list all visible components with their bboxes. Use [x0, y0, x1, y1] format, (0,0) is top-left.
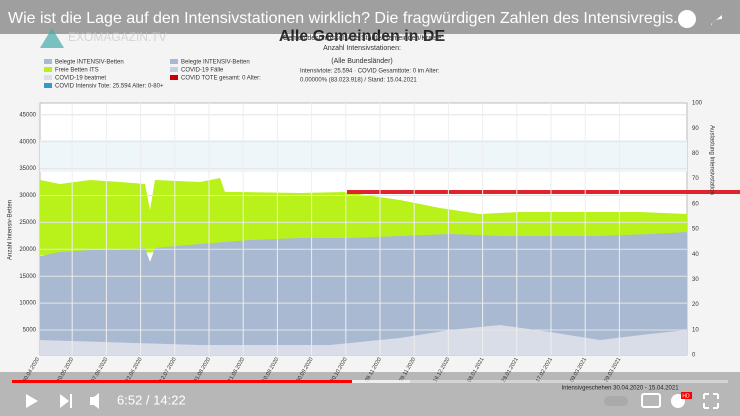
y-tick-label: 40000 [19, 139, 36, 145]
fullscreen[interactable] [703, 393, 719, 409]
legend: Belegte INTENSIV-Betten [55, 60, 124, 66]
next[interactable] [60, 394, 72, 408]
deaths: Intensivtote: 25.594 · COVID Gesamttote:… [300, 69, 440, 75]
y2-title: Auslastung Intensivstation [708, 125, 714, 195]
y-title: Anzahl Intensiv-Betten [8, 200, 14, 260]
control-shade [0, 372, 740, 416]
y2-tick-label: 20 [692, 302, 699, 308]
logo-icon [40, 28, 64, 48]
y-tick-label: 35000 [19, 166, 36, 172]
y2-tick-label: 0 [692, 353, 696, 359]
y-tick-label: 15000 [19, 274, 36, 280]
legend: COVID TOTE gesamt: 0 Alter: [181, 76, 261, 82]
progress [12, 380, 352, 383]
video-title[interactable]: Wie ist die Lage auf den Intensivstation… [8, 10, 687, 27]
y2-tick-label: 90 [692, 126, 699, 132]
y-tick-label: 25000 [19, 220, 36, 226]
y2-tick-label: 30 [692, 277, 699, 283]
hd-badge [681, 392, 692, 399]
y-tick-label: 20000 [19, 247, 36, 253]
title-shade [0, 0, 740, 34]
y-tick-label: 30000 [19, 193, 36, 199]
y-tick-label: 45000 [19, 112, 36, 118]
occupied-area [40, 232, 687, 355]
y2-tick-label: 60 [692, 201, 699, 207]
footer: Intensivgeschehen 30.04.2020 - 15.04.202… [561, 386, 679, 392]
hd: HD [682, 393, 690, 399]
states: (Alle Bundesländer) [331, 58, 392, 65]
share[interactable] [711, 15, 722, 26]
time: 6:52 / 14:22 [117, 392, 186, 407]
y2-tick-label: 10 [692, 327, 699, 333]
legend: COVID-19 Fälle [181, 68, 224, 74]
share: 0.00000% (83.023.918) / Stand: 15.04.202… [300, 78, 417, 84]
covid-area [40, 325, 687, 355]
watch-later[interactable] [678, 10, 696, 28]
band [40, 140, 687, 172]
autoplay[interactable] [604, 396, 628, 406]
y2-tick-label: 100 [692, 101, 703, 107]
volume[interactable] [90, 393, 99, 409]
y-tick-label: 10000 [19, 301, 36, 307]
count: Anzahl Intensivstationen: [323, 45, 401, 52]
legend: COVID Intensiv Tote: 25.594 Alter: 0-80+ [55, 84, 164, 90]
y2-tick-label: 50 [692, 227, 699, 233]
play[interactable] [26, 394, 38, 408]
legend: Belegte INTENSIV-Betten [181, 60, 250, 66]
logo: EXOMAGAZIN.TV [68, 30, 167, 44]
y2-tick-label: 80 [692, 151, 699, 157]
free-beds-area [40, 178, 687, 255]
legend: Freie Betten ITS [55, 68, 99, 74]
y2-tick-label: 40 [692, 252, 699, 258]
chart-heading: Alle Gemeinden in DE [279, 28, 446, 45]
key: Gemeindeschlüssel: Alle Städte/Gemeinden… [283, 35, 441, 42]
captions[interactable] [641, 393, 661, 408]
legend: COVID-19 beatmet [55, 76, 106, 82]
y-tick-label: 5000 [23, 328, 37, 334]
y2-tick-label: 70 [692, 176, 699, 182]
